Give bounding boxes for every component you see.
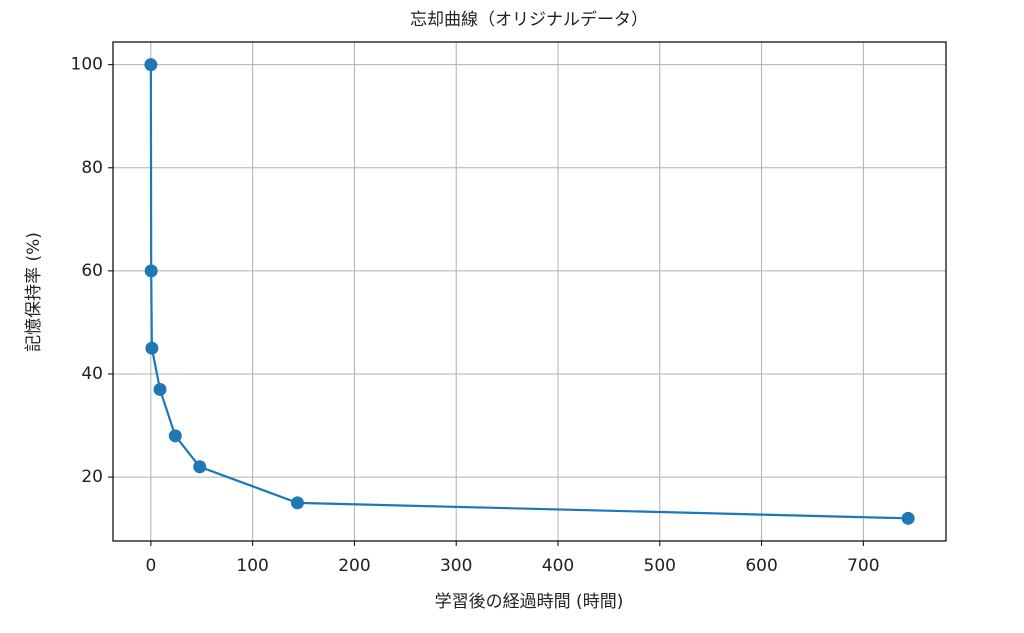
y-axis-label: 記憶保持率 (%)	[24, 232, 44, 352]
x-tick-label: 300	[440, 556, 472, 576]
data-line	[149, 64, 909, 520]
x-tick-label: 100	[236, 556, 268, 576]
data-point	[168, 429, 182, 443]
data-point	[153, 382, 167, 396]
data-point	[193, 460, 207, 474]
chart-title: 忘却曲線（オリジナルデータ）	[410, 9, 648, 30]
x-tick-label: 500	[644, 556, 676, 576]
data-point	[144, 264, 158, 278]
data-point	[145, 341, 159, 355]
y-tick-label: 100	[71, 55, 103, 75]
x-axis-label: 学習後の経過時間 (時間)	[435, 592, 624, 612]
y-tick-label: 20	[81, 467, 103, 487]
x-tick-label: 0	[145, 556, 156, 576]
x-tick-label: 400	[542, 556, 574, 576]
x-tick-label: 200	[338, 556, 370, 576]
x-tick-label: 700	[847, 556, 879, 576]
data-point	[290, 496, 304, 510]
x-tick-label: 600	[745, 556, 777, 576]
y-tick-label: 80	[81, 158, 103, 178]
data-point	[144, 58, 158, 72]
y-tick-label: 60	[81, 261, 103, 281]
data-point	[901, 511, 915, 525]
plot-frame	[112, 41, 947, 542]
y-tick-label: 40	[81, 364, 103, 384]
